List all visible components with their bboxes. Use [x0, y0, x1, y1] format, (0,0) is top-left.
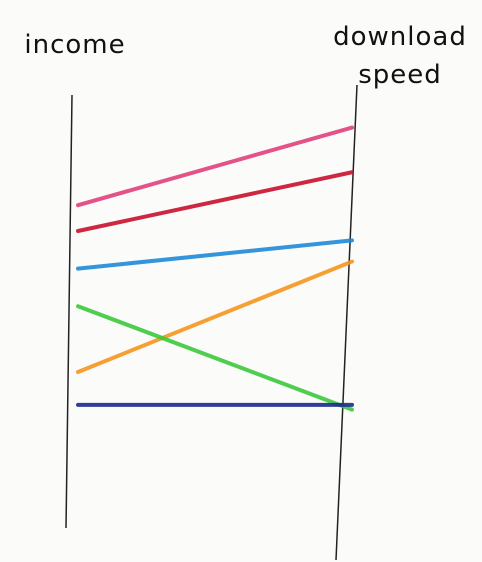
series-line [76, 170, 354, 233]
axis-line [335, 84, 358, 561]
axis-label: download speed [333, 22, 467, 90]
series-line [76, 259, 354, 374]
axis-label: income [24, 30, 126, 60]
series-line [76, 125, 354, 208]
axis-line [65, 94, 73, 529]
series-line [76, 238, 354, 271]
series-line [76, 304, 354, 412]
